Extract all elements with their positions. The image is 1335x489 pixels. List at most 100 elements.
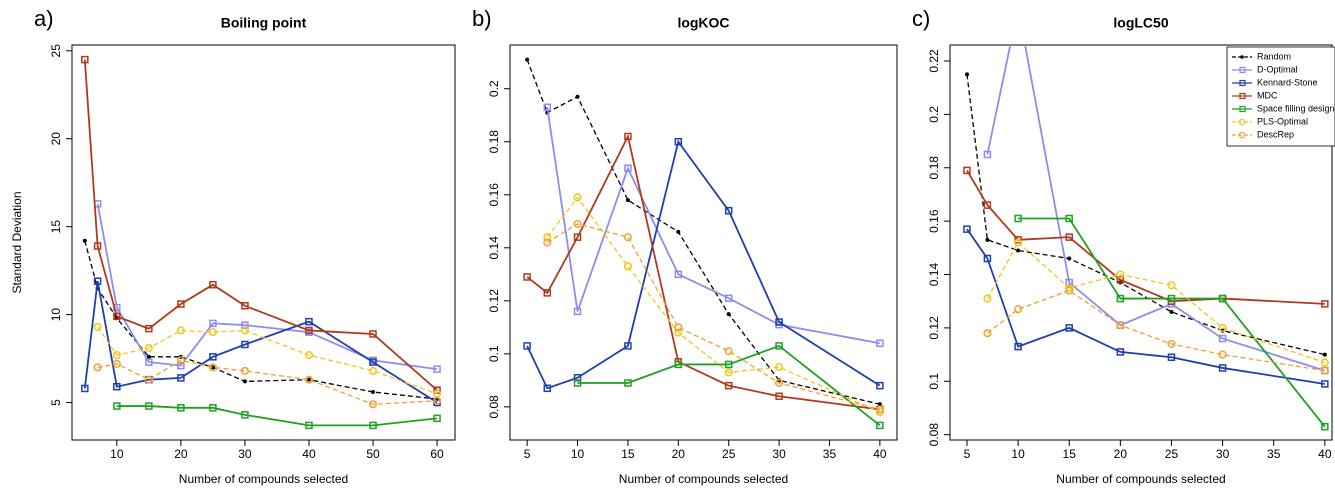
legend-label: Random <box>1257 51 1291 61</box>
x-axis-title: Number of compounds selected <box>619 472 788 486</box>
x-tick-label: 30 <box>1216 447 1230 461</box>
series-line <box>83 281 438 404</box>
y-tick-label: 5 <box>49 399 63 406</box>
marker <box>81 384 89 393</box>
marker <box>146 354 151 359</box>
marker <box>983 329 992 338</box>
marker <box>1218 350 1227 359</box>
marker <box>209 280 217 289</box>
series-line <box>97 326 438 395</box>
series-line <box>526 133 880 411</box>
marker <box>1169 309 1174 314</box>
x-tick-label: 5 <box>524 447 531 461</box>
series-line <box>546 223 881 411</box>
marker <box>543 233 552 242</box>
x-tick-label: 10 <box>110 447 124 461</box>
plot-frame <box>71 44 456 441</box>
marker <box>543 289 552 297</box>
marker <box>144 343 153 353</box>
marker <box>241 302 249 310</box>
x-tick-label: 20 <box>672 447 686 461</box>
x-tick-label: 10 <box>571 447 585 461</box>
marker <box>575 94 580 99</box>
marker <box>145 324 153 333</box>
series-line <box>97 359 438 405</box>
marker <box>573 219 582 228</box>
plot-frame <box>509 44 898 441</box>
marker <box>209 319 217 328</box>
marker <box>964 72 969 77</box>
marker <box>241 321 249 329</box>
marker <box>1014 305 1023 314</box>
y-tick-label: 0.08 <box>487 395 501 419</box>
marker <box>113 402 121 410</box>
marker <box>1116 270 1125 279</box>
legend-marker <box>1239 105 1246 113</box>
legend-label: PLS-Optimal <box>1257 116 1308 126</box>
marker <box>1218 334 1227 343</box>
marker <box>433 396 442 405</box>
marker <box>144 375 153 384</box>
marker <box>674 323 683 332</box>
marker <box>145 402 153 410</box>
marker <box>523 342 531 350</box>
marker <box>240 366 249 375</box>
y-tick-label: 0.2 <box>927 106 941 123</box>
marker <box>1322 352 1327 357</box>
series-line <box>83 59 438 391</box>
marker <box>724 360 733 369</box>
series-line <box>987 289 1325 372</box>
marker <box>112 351 121 360</box>
x-tick-label: 35 <box>1267 447 1281 461</box>
marker <box>624 164 632 173</box>
marker <box>305 326 313 335</box>
marker <box>145 358 153 366</box>
y-tick-label: 0.16 <box>487 183 501 207</box>
y-tick-label: 0.18 <box>487 130 501 154</box>
marker <box>1065 278 1073 287</box>
marker <box>1116 321 1125 330</box>
marker <box>523 273 531 281</box>
marker <box>1321 380 1329 388</box>
plot-area <box>523 57 884 430</box>
y-tick-label: 0.14 <box>927 263 941 287</box>
marker <box>623 262 632 271</box>
marker <box>176 326 185 335</box>
marker <box>305 317 313 326</box>
marker <box>775 363 784 372</box>
marker <box>369 421 377 430</box>
panel-label: c) <box>912 6 930 31</box>
marker <box>209 353 217 361</box>
marker <box>1320 358 1329 367</box>
legend-marker <box>1238 118 1246 126</box>
plot-frame <box>949 44 1333 441</box>
x-axis-title: Number of compounds selected <box>179 472 348 486</box>
y-tick-label: 0.12 <box>927 316 941 340</box>
marker <box>242 379 247 384</box>
y-tick-label: 0.08 <box>927 423 941 447</box>
plot-area <box>963 45 1329 431</box>
marker <box>674 328 683 337</box>
marker <box>573 233 582 241</box>
chart-title: logLC50 <box>1113 15 1168 31</box>
y-tick-label: 0.14 <box>487 236 501 260</box>
marker <box>371 389 376 394</box>
marker <box>368 366 378 375</box>
marker <box>674 270 683 279</box>
y-tick-label: 0.18 <box>927 156 941 180</box>
marker <box>112 359 121 368</box>
marker <box>433 365 441 373</box>
marker <box>983 150 992 159</box>
marker <box>1016 248 1021 253</box>
legend-marker <box>1239 92 1246 100</box>
marker <box>726 312 731 317</box>
marker <box>93 322 102 331</box>
panel-label: b) <box>472 6 492 31</box>
marker <box>674 360 683 369</box>
marker <box>624 342 632 350</box>
x-tick-label: 35 <box>823 447 837 461</box>
marker <box>177 361 185 370</box>
y-tick-label: 10 <box>49 308 63 322</box>
marker <box>1320 366 1329 375</box>
